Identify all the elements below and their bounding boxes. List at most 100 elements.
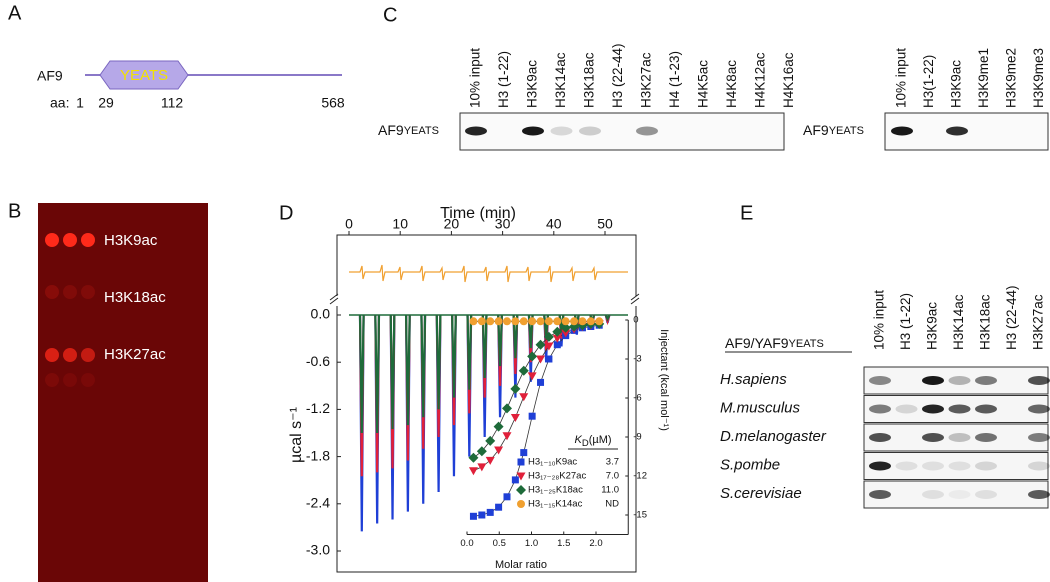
point: [495, 503, 503, 511]
band: [636, 126, 658, 136]
y-tick-label: -3.0: [306, 542, 330, 558]
lane-label: 10% input: [468, 48, 483, 108]
lane-label: H3K9me1: [976, 48, 991, 108]
legend-label: H3₁₋₂₅K18ac: [528, 485, 583, 496]
blot-label-protein: AF9: [803, 122, 829, 138]
blot: [863, 366, 1049, 395]
spot: [63, 348, 77, 362]
point: [501, 403, 512, 414]
point: [544, 342, 554, 351]
x-tick-label: 50: [597, 216, 613, 232]
blot-label-domain: YEATS: [404, 125, 439, 137]
spot: [63, 285, 77, 299]
spot: [45, 233, 59, 247]
thermogram-peak: [358, 314, 365, 434]
legend-kd: ND: [605, 499, 619, 510]
lane-label: H3K9ac: [525, 60, 540, 108]
y-tick-label: 0.0: [311, 306, 331, 322]
row-title-main: AF9/YAF9: [725, 335, 789, 351]
band: [948, 433, 971, 442]
point: [468, 467, 478, 476]
thermogram-peak: [527, 314, 534, 349]
band: [895, 404, 918, 414]
lane-label: H3K9ac: [949, 60, 964, 108]
inset-x-title: Molar ratio: [495, 559, 547, 571]
blot: [863, 423, 1049, 452]
axis-break: [334, 296, 342, 306]
point: [493, 421, 504, 432]
band: [1028, 404, 1050, 414]
band: [948, 404, 971, 414]
point: [486, 317, 495, 326]
y-tick-label: -2.4: [306, 495, 330, 511]
spot: [45, 373, 59, 387]
position: 1: [76, 95, 84, 111]
lane-label: H3 (22-44): [1004, 285, 1019, 350]
point: [536, 317, 545, 326]
point: [469, 317, 478, 326]
x-axis-title: Time (min): [440, 205, 516, 222]
blot: [459, 112, 785, 151]
lane-label: H4K8ac: [724, 60, 739, 108]
inset-x-tick-label: 1.5: [557, 538, 570, 549]
point: [527, 351, 538, 362]
point: [528, 412, 536, 420]
lane-label: H3K14ac: [553, 52, 568, 108]
point: [510, 383, 521, 394]
thermogram-peak: [512, 314, 519, 359]
inset-y-title: Injectant (kcal mol⁻¹): [658, 329, 670, 431]
blot-label-protein: AF9: [378, 122, 404, 138]
blot-label: AF9YEATS: [378, 122, 439, 138]
x-tick-label: 10: [392, 216, 408, 232]
species-label: S.pombe: [720, 456, 780, 473]
spot-label: H3K18ac: [104, 289, 166, 306]
thermogram-peak: [451, 314, 457, 398]
legend-marker: [517, 458, 525, 466]
axis-break: [630, 293, 640, 305]
legend-kd: 7.0: [606, 471, 619, 482]
domain-label: YEATS: [120, 67, 168, 84]
spot: [81, 373, 95, 387]
panel-label: B: [8, 200, 21, 222]
point: [535, 339, 546, 350]
y-tick-label: -1.8: [306, 447, 330, 463]
position: 29: [98, 95, 114, 111]
spot-label: H3K27ac: [104, 346, 166, 363]
point: [511, 317, 520, 326]
point: [561, 329, 571, 338]
lane-label: H3K27ac: [639, 52, 654, 108]
panel-label: E: [740, 202, 753, 224]
blot-label: AF9YEATS: [803, 122, 864, 138]
thermogram-peak: [497, 314, 503, 367]
lane-label: H3 (1-22): [496, 51, 511, 108]
point: [544, 317, 553, 326]
fit-line: [473, 323, 600, 472]
x-tick-label: 20: [444, 216, 460, 232]
point: [520, 449, 528, 457]
kd-unit: (µM): [589, 434, 612, 446]
band: [922, 376, 944, 385]
inset-x-tick-label: 1.0: [525, 538, 538, 549]
band: [1028, 461, 1050, 471]
point: [477, 463, 487, 472]
y-tick-label: -0.6: [306, 353, 330, 369]
lane-label: H3(1-22): [921, 55, 936, 108]
kd-symbol: K: [574, 434, 582, 446]
spot: [63, 373, 77, 387]
point: [578, 317, 587, 326]
band: [1028, 376, 1050, 385]
point: [570, 317, 579, 326]
point: [553, 317, 562, 326]
lane-label: H3K27ac: [1031, 294, 1046, 350]
row-title: AF9/YAF9YEATS: [725, 335, 824, 351]
lane-label: 10% input: [872, 290, 887, 350]
band: [975, 461, 997, 471]
point: [527, 372, 537, 381]
aa-label: aa:: [50, 95, 69, 111]
band: [869, 461, 891, 471]
point: [485, 456, 495, 465]
inset-x-tick-label: 0.0: [460, 538, 473, 549]
thermogram-peak: [435, 314, 442, 410]
thermogram-peak: [374, 314, 381, 434]
